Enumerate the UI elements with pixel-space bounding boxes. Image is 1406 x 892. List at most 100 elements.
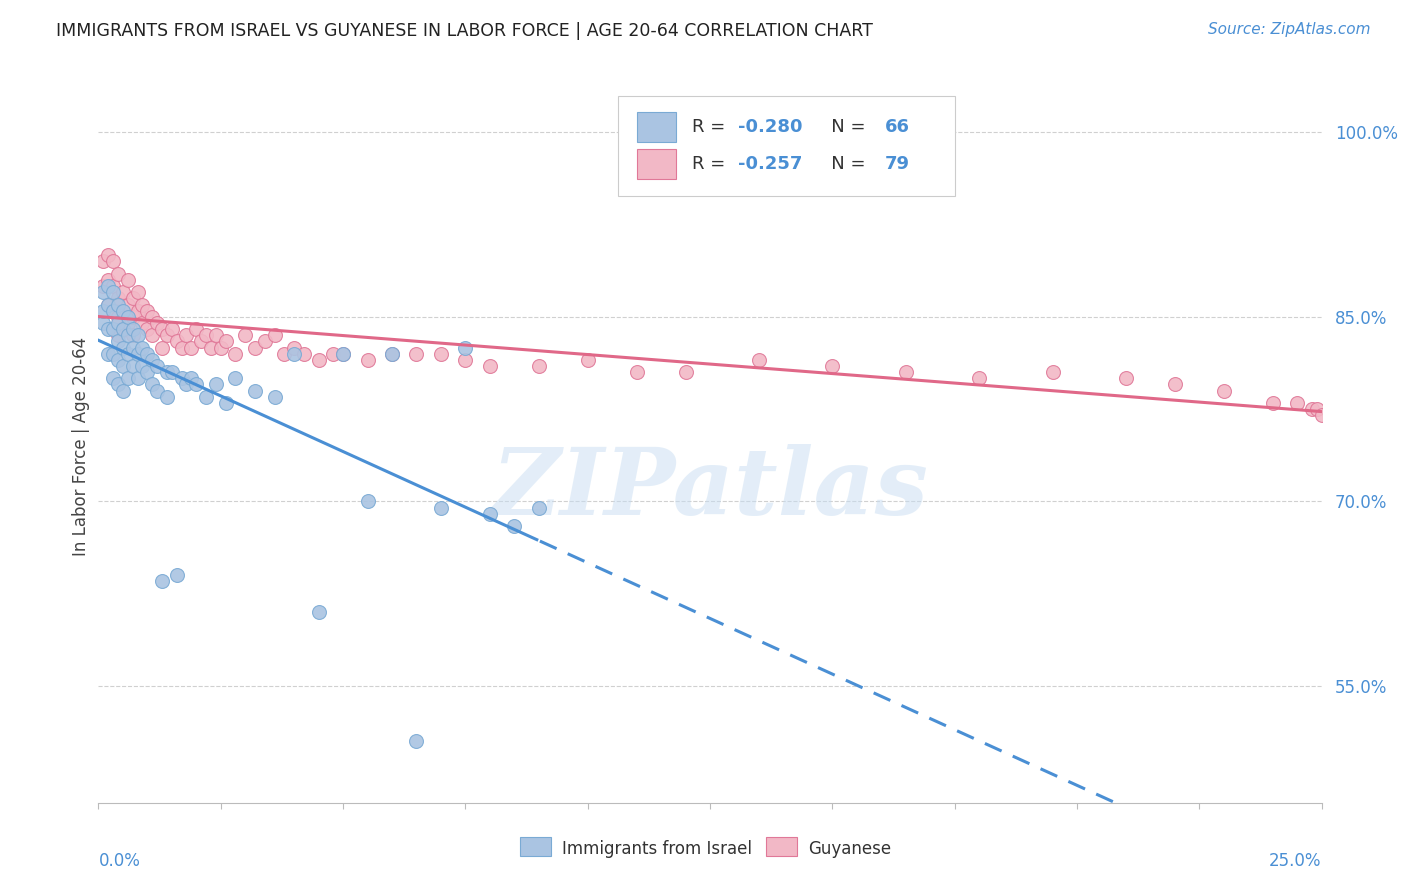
Y-axis label: In Labor Force | Age 20-64: In Labor Force | Age 20-64 [72, 336, 90, 556]
Point [121, 291, 143, 305]
Point [111, 285, 134, 300]
Point [332, 347, 354, 361]
Point [454, 352, 477, 367]
Text: IMMIGRANTS FROM ISRAEL VS GUYANESE IN LABOR FORCE | AGE 20-64 CORRELATION CHART: IMMIGRANTS FROM ISRAEL VS GUYANESE IN LA… [56, 22, 873, 40]
Point [141, 377, 163, 392]
Text: 0.0%: 0.0% [98, 852, 141, 870]
Point [107, 291, 129, 305]
Point [97, 248, 120, 262]
Point [1212, 384, 1234, 398]
Point [273, 347, 295, 361]
Point [205, 377, 228, 392]
Point [141, 352, 163, 367]
Point [156, 365, 179, 379]
Point [454, 341, 477, 355]
Point [263, 390, 285, 404]
Point [894, 365, 917, 379]
Point [675, 365, 697, 379]
Point [292, 347, 315, 361]
Point [101, 254, 124, 268]
Point [97, 279, 120, 293]
Point [478, 359, 501, 373]
Text: Immigrants from Israel: Immigrants from Israel [562, 840, 752, 858]
Point [195, 328, 218, 343]
Point [214, 396, 236, 410]
Point [101, 371, 124, 385]
Point [131, 297, 153, 311]
Point [117, 371, 139, 385]
Point [131, 359, 153, 373]
Point [1310, 409, 1333, 423]
Point [111, 384, 134, 398]
Point [527, 359, 550, 373]
Point [243, 384, 266, 398]
Text: ZIPatlas: ZIPatlas [492, 444, 928, 533]
FancyBboxPatch shape [619, 96, 955, 196]
Point [97, 347, 120, 361]
Text: Guyanese: Guyanese [808, 840, 891, 858]
Point [527, 500, 550, 515]
Point [121, 359, 143, 373]
Point [186, 377, 208, 392]
Point [121, 328, 143, 343]
Point [263, 328, 285, 343]
Point [127, 328, 149, 343]
Point [91, 285, 114, 300]
Point [195, 390, 218, 404]
Point [117, 347, 139, 361]
Point [160, 322, 183, 336]
Point [381, 347, 404, 361]
Point [233, 328, 256, 343]
Point [117, 273, 139, 287]
Point [111, 303, 134, 318]
Point [146, 384, 169, 398]
Point [141, 310, 163, 324]
Point [308, 605, 330, 619]
Point [205, 328, 228, 343]
Point [107, 310, 129, 324]
Point [111, 303, 134, 318]
Point [748, 352, 770, 367]
Point [967, 371, 990, 385]
Point [107, 316, 129, 330]
Text: R =: R = [692, 155, 731, 173]
Point [430, 500, 453, 515]
Point [107, 377, 129, 392]
Point [121, 322, 143, 336]
Point [186, 322, 208, 336]
Point [146, 316, 169, 330]
Point [308, 352, 330, 367]
Point [405, 734, 427, 748]
Point [1286, 396, 1309, 410]
Point [170, 341, 193, 355]
Point [117, 297, 139, 311]
Point [190, 334, 212, 349]
Point [243, 341, 266, 355]
Point [91, 254, 114, 268]
Point [1164, 377, 1187, 392]
Point [107, 334, 129, 349]
Point [576, 352, 599, 367]
Point [283, 341, 305, 355]
Point [356, 352, 378, 367]
Point [381, 347, 404, 361]
Point [200, 341, 222, 355]
Point [127, 347, 149, 361]
Point [170, 371, 193, 385]
Point [136, 322, 159, 336]
Point [107, 267, 129, 281]
Point [322, 347, 344, 361]
Point [111, 322, 134, 336]
Point [1115, 371, 1137, 385]
Point [121, 310, 143, 324]
Point [117, 316, 139, 330]
Point [180, 341, 202, 355]
Point [131, 341, 153, 355]
Point [1261, 396, 1284, 410]
Point [101, 347, 124, 361]
Point [97, 297, 120, 311]
Text: 66: 66 [884, 118, 910, 136]
Point [111, 359, 134, 373]
Point [214, 334, 236, 349]
Text: Source: ZipAtlas.com: Source: ZipAtlas.com [1208, 22, 1371, 37]
